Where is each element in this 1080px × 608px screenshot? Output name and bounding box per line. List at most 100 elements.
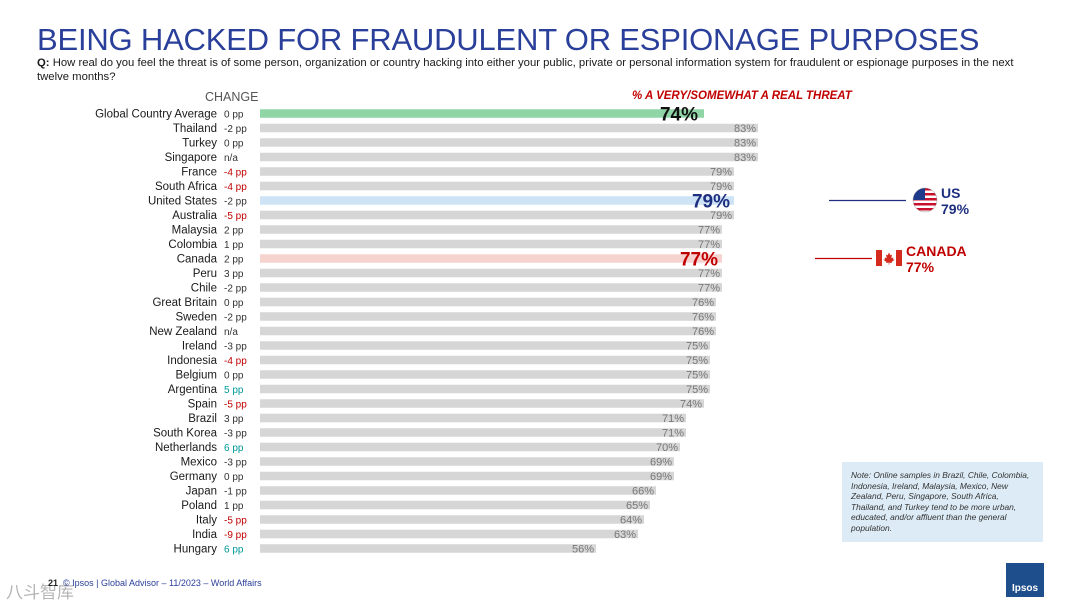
bar	[260, 138, 758, 147]
canada-callout-value: 77%	[906, 259, 935, 275]
category-label: Thailand	[173, 123, 217, 135]
change-label: 5 pp	[224, 385, 244, 396]
change-label: -2 pp	[224, 313, 247, 324]
category-label: Spain	[188, 399, 217, 411]
bar	[260, 384, 710, 394]
bar	[260, 268, 722, 278]
bar	[260, 486, 656, 495]
category-label: South Africa	[155, 181, 218, 193]
change-label: -3 pp	[224, 429, 247, 440]
value-label: 66%	[632, 486, 654, 498]
canada-flag-icon	[876, 250, 902, 266]
change-label: 2 pp	[224, 226, 244, 237]
category-label: Indonesia	[167, 355, 217, 367]
bar	[260, 428, 686, 437]
bar	[260, 297, 716, 307]
value-label: 71%	[662, 428, 684, 440]
category-label: Australia	[172, 210, 217, 222]
value-label: 56%	[572, 544, 594, 556]
value-label: 70%	[656, 442, 678, 454]
value-label: 83%	[734, 123, 756, 135]
category-label: Hungary	[174, 544, 218, 556]
change-label: 0 pp	[224, 110, 244, 121]
bar	[260, 370, 710, 379]
value-label: 79%	[692, 192, 730, 213]
change-label: -5 pp	[224, 400, 247, 411]
value-label: 75%	[686, 384, 708, 396]
category-label: Sweden	[175, 312, 217, 324]
bar	[260, 167, 734, 176]
category-label: Canada	[177, 254, 218, 266]
value-label: 75%	[686, 370, 708, 382]
bar	[260, 123, 758, 133]
category-label: Turkey	[182, 138, 217, 150]
canada-callout-label: CANADA	[906, 243, 967, 259]
bar	[260, 399, 704, 408]
bar	[260, 152, 758, 162]
category-label: Japan	[186, 486, 217, 498]
value-label: 75%	[686, 341, 708, 353]
value-label: 77%	[698, 268, 720, 280]
value-label: 76%	[692, 297, 714, 309]
bar	[260, 210, 734, 220]
value-label: 74%	[660, 105, 698, 126]
value-label: 71%	[662, 413, 684, 425]
value-label: 79%	[710, 167, 732, 179]
bar	[260, 442, 680, 452]
change-label: n/a	[224, 153, 238, 164]
category-label: Peru	[193, 268, 217, 280]
category-label: India	[192, 529, 218, 541]
value-label: 77%	[698, 239, 720, 251]
category-label: Singapore	[165, 152, 217, 164]
category-label: Ireland	[182, 341, 217, 353]
change-label: 0 pp	[224, 139, 244, 150]
change-label: -5 pp	[224, 516, 247, 527]
category-label: Global Country Average	[95, 109, 217, 121]
bar	[260, 196, 734, 205]
change-label: -2 pp	[224, 284, 247, 295]
us-callout-label: US	[941, 185, 961, 201]
value-label: 76%	[692, 312, 714, 324]
change-label: 2 pp	[224, 255, 244, 266]
value-label: 69%	[650, 457, 672, 469]
us-flag-icon	[912, 187, 938, 213]
us-callout: US 79%	[941, 185, 969, 217]
change-label: -1 pp	[224, 487, 247, 498]
bar	[260, 283, 722, 292]
change-label: -2 pp	[224, 197, 247, 208]
category-label: France	[181, 167, 217, 179]
value-label: 64%	[620, 515, 642, 527]
bar	[260, 109, 704, 118]
value-label: 63%	[614, 529, 636, 541]
change-label: -5 pp	[224, 211, 247, 222]
ipsos-logo: Ipsos	[1006, 563, 1044, 597]
bar	[260, 471, 674, 481]
canada-callout: CANADA 77%	[906, 243, 967, 275]
category-label: Malaysia	[172, 225, 218, 237]
change-label: 6 pp	[224, 545, 244, 556]
change-label: -9 pp	[224, 530, 247, 541]
change-label: -2 pp	[224, 124, 247, 135]
value-label: 75%	[686, 355, 708, 367]
change-label: 6 pp	[224, 443, 244, 454]
bar	[260, 225, 722, 234]
category-label: Argentina	[168, 384, 218, 396]
bar	[260, 326, 716, 336]
category-label: Netherlands	[155, 442, 217, 454]
bar	[260, 341, 710, 350]
change-label: -4 pp	[224, 356, 247, 367]
value-label: 74%	[680, 399, 702, 411]
bar	[260, 239, 722, 249]
value-label: 79%	[710, 181, 732, 193]
change-label: n/a	[224, 327, 238, 338]
footer-text: © Ipsos | Global Advisor – 11/2023 – Wor…	[63, 578, 262, 588]
category-label: Mexico	[181, 457, 217, 469]
category-label: Chile	[191, 283, 217, 295]
bar	[260, 312, 716, 321]
page-number: 21	[48, 578, 59, 588]
category-label: Brazil	[188, 413, 217, 425]
bar	[260, 515, 644, 524]
category-label: Colombia	[168, 239, 217, 251]
metric-header: % A VERY/SOMEWHAT A REAL THREAT	[632, 90, 852, 102]
